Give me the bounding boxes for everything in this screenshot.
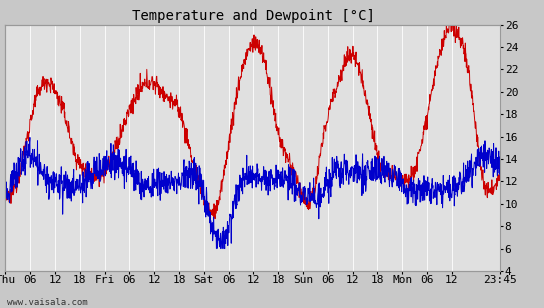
Text: www.vaisala.com: www.vaisala.com [7,298,87,307]
Title: Temperature and Dewpoint [°C]: Temperature and Dewpoint [°C] [132,10,374,23]
